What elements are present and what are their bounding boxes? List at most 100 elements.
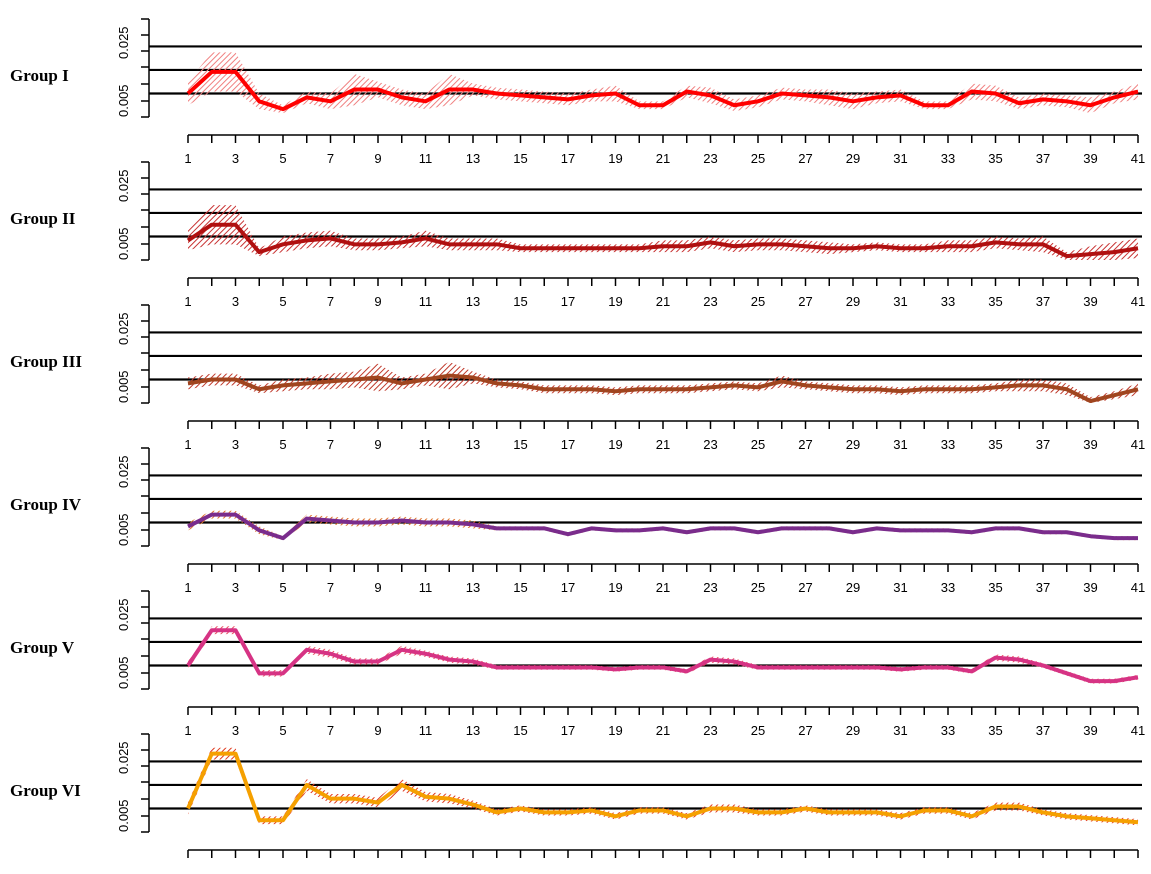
y-tick-label: 0.005 [116, 84, 131, 117]
x-tick-label: 23 [703, 580, 717, 595]
panel-label: Group I [10, 66, 69, 85]
x-tick-label: 15 [513, 580, 527, 595]
x-tick-label: 17 [561, 580, 575, 595]
x-tick-label: 3 [232, 294, 239, 309]
x-tick-label: 35 [988, 723, 1002, 738]
x-tick-label: 35 [988, 580, 1002, 595]
x-tick-label: 37 [1036, 437, 1050, 452]
x-tick-label: 21 [656, 437, 670, 452]
x-tick-label: 1 [184, 151, 191, 166]
x-tick-label: 15 [513, 294, 527, 309]
panel-label: Group VI [10, 781, 81, 800]
x-tick-label: 39 [1083, 294, 1097, 309]
x-tick-label: 5 [279, 294, 286, 309]
x-tick-label: 33 [941, 437, 955, 452]
x-tick-label: 29 [846, 723, 860, 738]
x-tick-label: 37 [1036, 151, 1050, 166]
x-tick-label: 1 [184, 580, 191, 595]
x-tick-label: 11 [419, 723, 433, 738]
x-tick-label: 15 [513, 151, 527, 166]
x-tick-label: 11 [419, 580, 433, 595]
x-tick-label: 3 [232, 580, 239, 595]
x-tick-label: 25 [751, 580, 765, 595]
x-tick-label: 31 [893, 580, 907, 595]
x-tick-label: 17 [561, 151, 575, 166]
x-tick-label: 35 [988, 294, 1002, 309]
confidence-band [188, 52, 1138, 114]
x-tick-label: 3 [232, 723, 239, 738]
series-line [186, 222, 1139, 259]
y-tick-label: 0.005 [116, 227, 131, 260]
y-tick-label: 0.005 [116, 370, 131, 403]
x-tick-label: 33 [941, 723, 955, 738]
x-tick-label: 15 [513, 437, 527, 452]
x-tick-label: 17 [561, 723, 575, 738]
x-tick-label: 13 [466, 294, 480, 309]
x-tick-label: 37 [1036, 580, 1050, 595]
panel-6: Group VI0.0050.0251357911131517192123252… [10, 733, 1145, 874]
x-tick-label: 5 [279, 580, 286, 595]
x-tick-label: 35 [988, 437, 1002, 452]
x-tick-label: 9 [374, 151, 381, 166]
x-tick-label: 29 [846, 151, 860, 166]
x-tick-label: 9 [374, 723, 381, 738]
x-tick-label: 25 [751, 151, 765, 166]
x-tick-label: 27 [798, 580, 812, 595]
panel-label: Group IV [10, 495, 82, 514]
x-tick-label: 39 [1083, 151, 1097, 166]
x-tick-label: 39 [1083, 580, 1097, 595]
x-tick-label: 35 [988, 151, 1002, 166]
x-tick-label: 27 [798, 151, 812, 166]
x-tick-label: 31 [893, 294, 907, 309]
x-tick-label: 29 [846, 437, 860, 452]
panel-label: Group V [10, 638, 75, 657]
y-tick-label: 0.025 [116, 26, 131, 59]
series-line [186, 751, 1139, 825]
y-tick-label: 0.025 [116, 312, 131, 345]
panel-label: Group III [10, 352, 82, 371]
x-tick-label: 21 [656, 580, 670, 595]
x-tick-label: 15 [513, 723, 527, 738]
x-tick-label: 5 [279, 151, 286, 166]
y-tick-label: 0.025 [116, 169, 131, 202]
x-tick-label: 41 [1131, 580, 1145, 595]
x-tick-label: 1 [184, 723, 191, 738]
y-tick-label: 0.025 [116, 455, 131, 488]
x-tick-label: 39 [1083, 437, 1097, 452]
x-tick-label: 33 [941, 294, 955, 309]
x-tick-label: 25 [751, 294, 765, 309]
x-tick-label: 17 [561, 294, 575, 309]
x-tick-label: 23 [703, 151, 717, 166]
x-tick-label: 7 [327, 580, 334, 595]
x-tick-label: 5 [279, 437, 286, 452]
series-line [187, 373, 1139, 404]
x-tick-label: 11 [419, 294, 433, 309]
panel-label: Group II [10, 209, 76, 228]
confidence-band [188, 747, 1138, 826]
x-tick-label: 19 [608, 580, 622, 595]
x-tick-label: 25 [751, 723, 765, 738]
x-tick-label: 19 [608, 294, 622, 309]
confidence-band [188, 510, 1138, 541]
x-tick-label: 31 [893, 437, 907, 452]
x-tick-label: 9 [374, 437, 381, 452]
x-tick-label: 19 [608, 151, 622, 166]
x-tick-label: 3 [232, 151, 239, 166]
series-line [186, 628, 1139, 684]
x-tick-label: 21 [656, 723, 670, 738]
x-tick-label: 21 [656, 294, 670, 309]
x-tick-label: 3 [232, 437, 239, 452]
x-tick-label: 17 [561, 437, 575, 452]
x-tick-label: 41 [1131, 151, 1145, 166]
x-tick-label: 27 [798, 437, 812, 452]
x-tick-label: 5 [279, 723, 286, 738]
x-tick-label: 33 [941, 580, 955, 595]
x-tick-label: 41 [1131, 294, 1145, 309]
x-tick-label: 7 [327, 151, 334, 166]
